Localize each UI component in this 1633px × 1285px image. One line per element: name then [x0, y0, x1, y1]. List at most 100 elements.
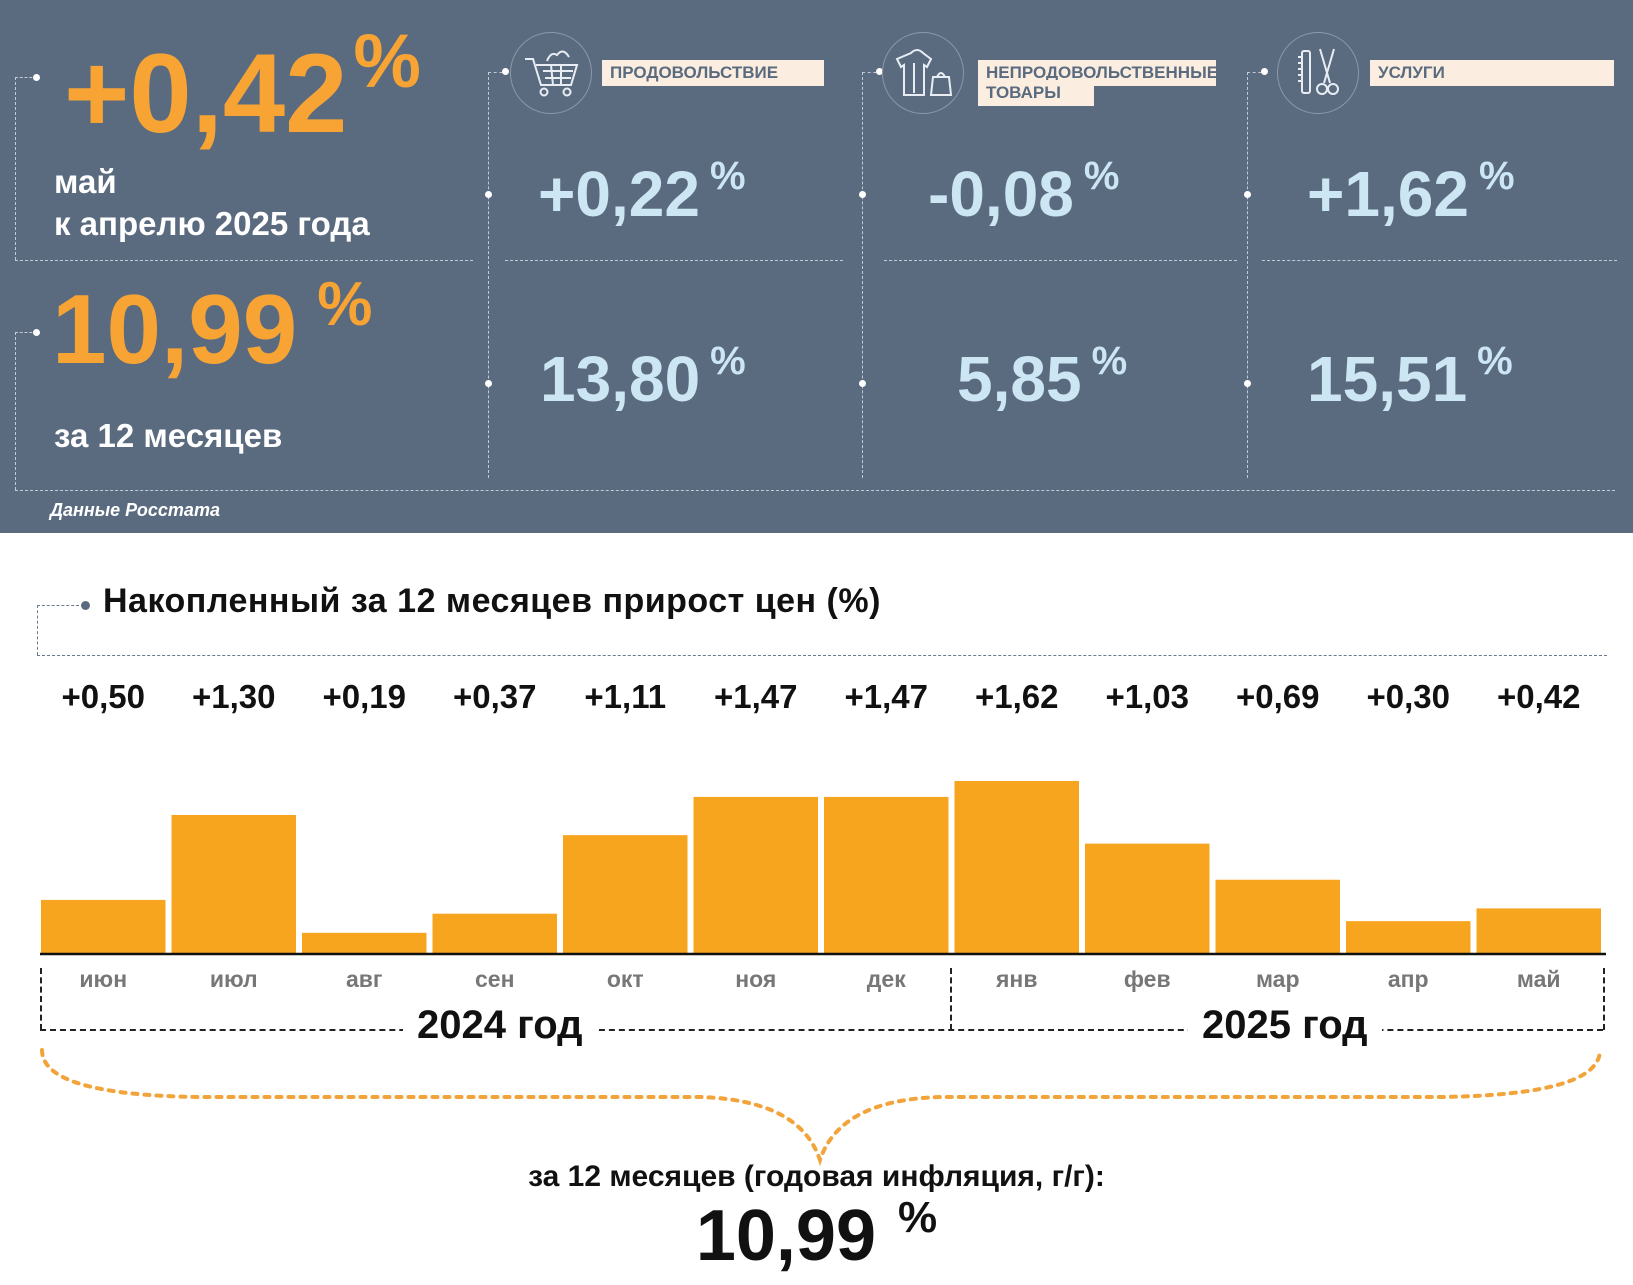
bar-окт — [563, 835, 688, 953]
bar-ноя — [693, 796, 818, 953]
bar-сен — [432, 913, 557, 953]
connector-dot — [876, 68, 883, 75]
connector-dot — [859, 380, 866, 387]
title-dot — [81, 601, 90, 610]
connector-dot — [502, 68, 509, 75]
month-tick-label: янв — [995, 966, 1037, 992]
connector-line — [488, 72, 508, 73]
food-monthly-value: +0,22% — [538, 156, 746, 226]
bar-value-label: +0,42 — [1497, 678, 1581, 715]
percent-sign: % — [1477, 339, 1513, 383]
monthly-caption-period: к апрелю 2025 года — [54, 205, 370, 242]
connector-line — [15, 77, 37, 78]
summary-number: 10,99 — [695, 1196, 877, 1276]
month-tick-label: фев — [1124, 966, 1171, 992]
month-tick-label: авг — [346, 966, 383, 992]
monthly-percent-sign: % — [353, 19, 421, 104]
monthly-headline: +0,42% — [64, 24, 421, 150]
shopping-cart-icon — [510, 32, 592, 114]
nonfood-annual-value: 5,85% — [957, 341, 1127, 411]
divider — [1262, 260, 1617, 261]
bar-май — [1476, 908, 1601, 953]
month-tick-label: мар — [1256, 966, 1300, 992]
bar-value-label: +0,69 — [1236, 678, 1320, 715]
bar-value-label: +1,47 — [845, 678, 929, 715]
percent-sign: % — [1478, 154, 1515, 198]
bar-value-label: +0,37 — [453, 678, 537, 715]
connector-dot — [1261, 68, 1268, 75]
data-source: Данные Росстата — [50, 500, 220, 520]
bar-value-label: +1,30 — [192, 678, 276, 715]
monthly-value: +0,42 — [64, 31, 348, 156]
column-separator — [1247, 72, 1248, 478]
month-tick-label: ноя — [735, 966, 776, 992]
summary-value: 10,99% — [0, 1196, 1633, 1273]
chart-title: Накопленный за 12 месяцев прирост цен (%… — [103, 582, 881, 620]
divider — [15, 490, 1615, 491]
bar-value-label: +1,03 — [1106, 678, 1190, 715]
column-separator — [862, 72, 863, 478]
percent-sign: % — [1091, 339, 1128, 383]
percent-sign: % — [709, 154, 746, 198]
connector-dot — [1244, 191, 1251, 198]
bar-value-label: +1,47 — [714, 678, 798, 715]
annual-headline: 10,99% — [52, 274, 372, 379]
bar-value-label: +0,19 — [323, 678, 407, 715]
month-tick-label: окт — [607, 966, 644, 992]
year-label-2025: 2025 год — [1188, 1003, 1382, 1048]
annual-caption: за 12 месяцев — [54, 417, 283, 454]
comb-scissors-icon — [1277, 32, 1359, 114]
month-tick-label: май — [1517, 966, 1561, 992]
services-annual-number: 15,51 — [1307, 343, 1468, 415]
category-label-food: ПРОДОВОЛЬСТВИЕ — [602, 60, 824, 86]
title-underline — [37, 655, 1607, 656]
food-annual-value: 13,80% — [540, 341, 746, 411]
services-annual-value: 15,51% — [1307, 341, 1513, 411]
connector-dot — [485, 380, 492, 387]
summary-caption: за 12 месяцев (годовая инфляция, г/г): — [528, 1160, 1105, 1193]
services-monthly-number: +1,62 — [1307, 158, 1469, 230]
bar-value-label: +1,11 — [584, 678, 666, 715]
category-label-nonfood: НЕПРОДОВОЛЬСТВЕННЫЕ — [978, 60, 1219, 86]
bar-фев — [1085, 843, 1210, 953]
category-label-nonfood-line2-box: ТОВАРЫ — [978, 80, 1094, 106]
summary-panel: +0,42% май к апрелю 2025 года 10,99% за … — [0, 0, 1633, 533]
connector-line — [15, 332, 16, 490]
connector-line — [862, 72, 882, 73]
bar-июн — [41, 899, 166, 953]
services-monthly-value: +1,62% — [1307, 156, 1515, 226]
month-tick-label: апр — [1388, 966, 1429, 992]
divider — [15, 260, 473, 261]
bar-value-label: +0,50 — [62, 678, 146, 715]
year-bracket — [1603, 968, 1605, 1030]
divider — [505, 260, 843, 261]
bar-value-label: +1,62 — [975, 678, 1059, 715]
bar-авг — [302, 932, 427, 953]
divider — [884, 260, 1237, 261]
clothing-bag-icon — [882, 32, 964, 114]
annual-value: 10,99 — [52, 274, 298, 384]
title-connector — [37, 605, 38, 655]
nonfood-monthly-value: -0,08% — [928, 156, 1119, 226]
month-tick-label: дек — [867, 966, 906, 992]
month-tick-label: сен — [475, 966, 514, 992]
month-tick-label: июл — [210, 966, 258, 992]
connector-dot — [33, 329, 40, 336]
connector-dot — [1244, 380, 1251, 387]
bar-июл — [171, 814, 296, 953]
bar-мар — [1215, 879, 1340, 953]
category-label-services: УСЛУГИ — [1370, 60, 1614, 86]
bar-янв — [954, 781, 1079, 953]
year-bracket — [950, 968, 952, 1030]
column-separator — [488, 72, 489, 478]
category-label-nonfood-line1: НЕПРОДОВОЛЬСТВЕННЫЕ — [986, 63, 1219, 82]
bar-дек — [824, 796, 949, 953]
food-annual-number: 13,80 — [540, 343, 701, 415]
title-connector — [37, 605, 79, 606]
food-monthly-number: +0,22 — [538, 158, 700, 230]
connector-line — [15, 332, 37, 333]
bar-апр — [1346, 921, 1471, 953]
year-label-2024: 2024 год — [403, 1003, 597, 1048]
connector-dot — [33, 74, 40, 81]
